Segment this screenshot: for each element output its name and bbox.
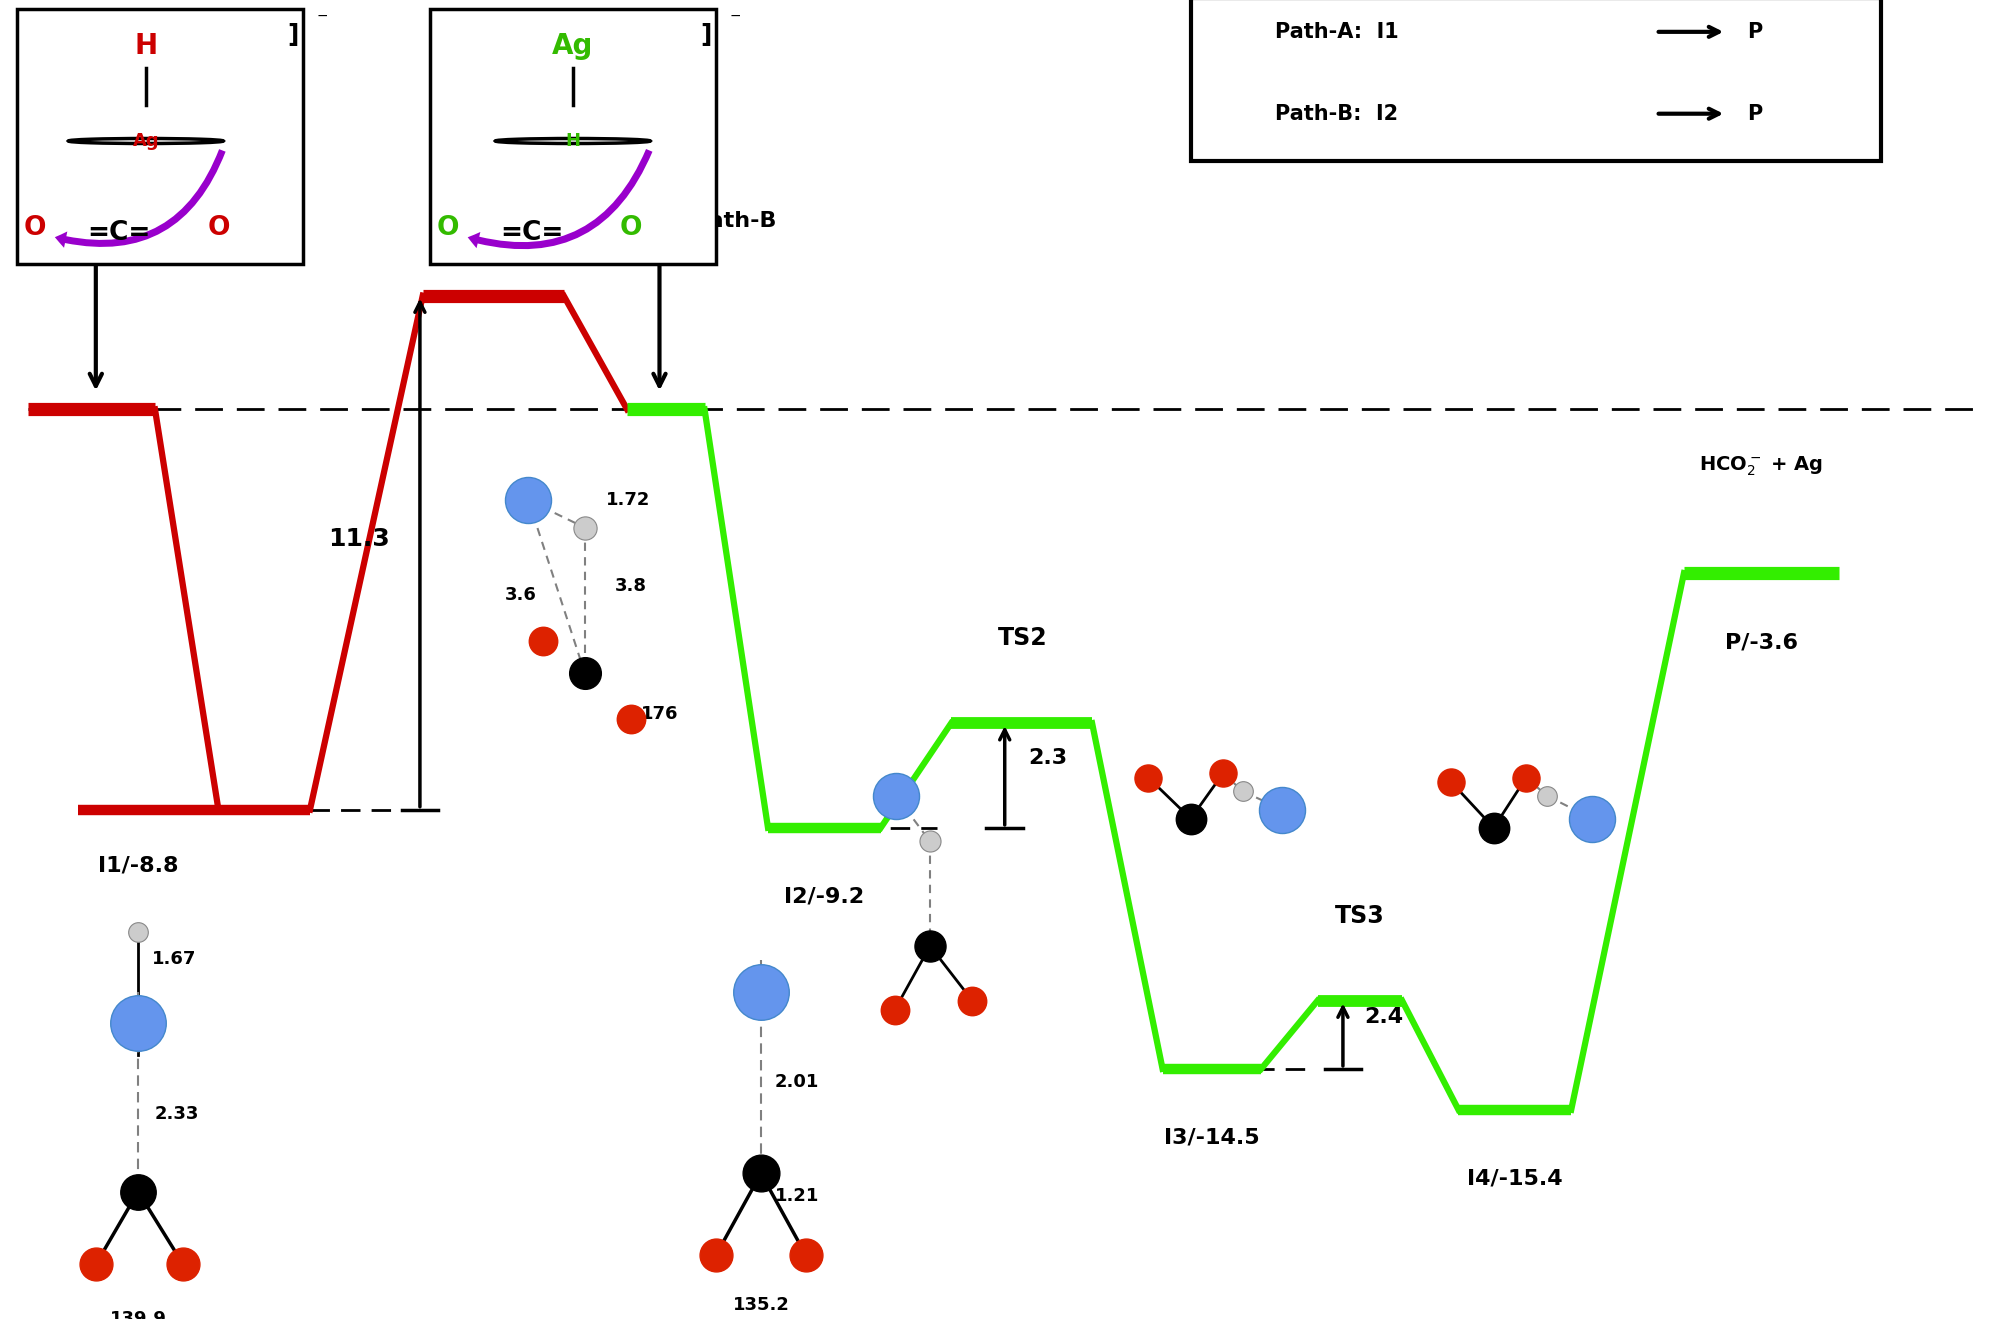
- Text: 2.01: 2.01: [774, 1074, 820, 1091]
- Point: [168, 1254, 200, 1275]
- Text: 139.9: 139.9: [110, 1310, 166, 1319]
- FancyBboxPatch shape: [1191, 0, 1881, 161]
- Text: TS1: TS1: [468, 222, 518, 245]
- Point: [614, 708, 646, 729]
- Text: 2.4: 2.4: [1365, 1008, 1403, 1028]
- Point: [512, 489, 544, 510]
- Text: O: O: [24, 215, 46, 241]
- Text: HCO$_2^-$ + Ag: HCO$_2^-$ + Ag: [1699, 454, 1823, 477]
- Point: [122, 1181, 154, 1202]
- Text: I2/-9.2: I2/-9.2: [784, 886, 864, 907]
- Text: I3/-14.5: I3/-14.5: [1165, 1128, 1261, 1148]
- Text: P: P: [1747, 104, 1763, 124]
- Text: 3.6: 3.6: [504, 587, 536, 604]
- Text: Ag: Ag: [132, 132, 160, 150]
- FancyBboxPatch shape: [16, 9, 302, 264]
- Text: O: O: [620, 215, 642, 241]
- Text: I1/-8.8: I1/-8.8: [98, 855, 178, 874]
- Text: 2.33: 2.33: [154, 1105, 200, 1122]
- Point: [1511, 768, 1543, 789]
- Point: [80, 1254, 112, 1275]
- Point: [914, 831, 946, 852]
- FancyBboxPatch shape: [430, 9, 716, 264]
- Text: $^-$: $^-$: [726, 12, 742, 30]
- Text: 135.2: 135.2: [732, 1295, 788, 1314]
- Point: [1577, 809, 1609, 830]
- Text: =C=: =C=: [500, 219, 564, 245]
- Point: [1175, 809, 1207, 830]
- Text: $^-$: $^-$: [314, 12, 328, 30]
- Text: 176: 176: [640, 704, 678, 723]
- Text: 2.3: 2.3: [1029, 748, 1069, 768]
- Point: [700, 1245, 732, 1266]
- Point: [1267, 799, 1299, 820]
- Text: 3.8: 3.8: [614, 578, 646, 595]
- Text: P/-3.6: P/-3.6: [1725, 632, 1799, 652]
- Text: 11.3: 11.3: [328, 526, 390, 551]
- Text: 1.21: 1.21: [774, 1187, 820, 1204]
- Point: [568, 662, 600, 683]
- Text: TS3: TS3: [1335, 904, 1385, 927]
- FancyArrowPatch shape: [468, 149, 652, 249]
- Point: [878, 1000, 910, 1021]
- Point: [956, 991, 988, 1012]
- Point: [1227, 781, 1259, 802]
- Point: [880, 785, 912, 806]
- Text: Path-A:  I1: Path-A: I1: [1275, 22, 1399, 42]
- Point: [1477, 818, 1509, 839]
- Text: 1.72: 1.72: [606, 491, 650, 509]
- Point: [790, 1245, 822, 1266]
- Point: [914, 935, 946, 956]
- Point: [568, 517, 600, 538]
- Text: O: O: [436, 215, 460, 241]
- Text: TS2: TS2: [998, 627, 1049, 650]
- Text: Path-B:  I2: Path-B: I2: [1275, 104, 1399, 124]
- Text: 1.67: 1.67: [152, 950, 196, 968]
- Text: =C=: =C=: [88, 219, 150, 245]
- Point: [744, 981, 776, 1002]
- Text: Path-B: Path-B: [692, 211, 776, 231]
- Text: H: H: [566, 132, 580, 150]
- Text: I4/-15.4: I4/-15.4: [1467, 1169, 1563, 1188]
- Text: Ag: Ag: [552, 32, 594, 59]
- Point: [1207, 762, 1239, 783]
- Text: ]: ]: [700, 22, 712, 46]
- Text: P: P: [1747, 22, 1763, 42]
- Text: Path-A: Path-A: [134, 211, 218, 231]
- Point: [122, 922, 154, 943]
- FancyArrowPatch shape: [54, 149, 226, 248]
- Text: ]: ]: [288, 22, 298, 46]
- Point: [1435, 772, 1467, 793]
- Point: [526, 630, 558, 652]
- Point: [744, 1163, 776, 1184]
- Text: H: H: [134, 32, 158, 59]
- Point: [122, 1013, 154, 1034]
- Point: [1133, 768, 1165, 789]
- Point: [1531, 785, 1563, 806]
- Text: O: O: [208, 215, 230, 241]
